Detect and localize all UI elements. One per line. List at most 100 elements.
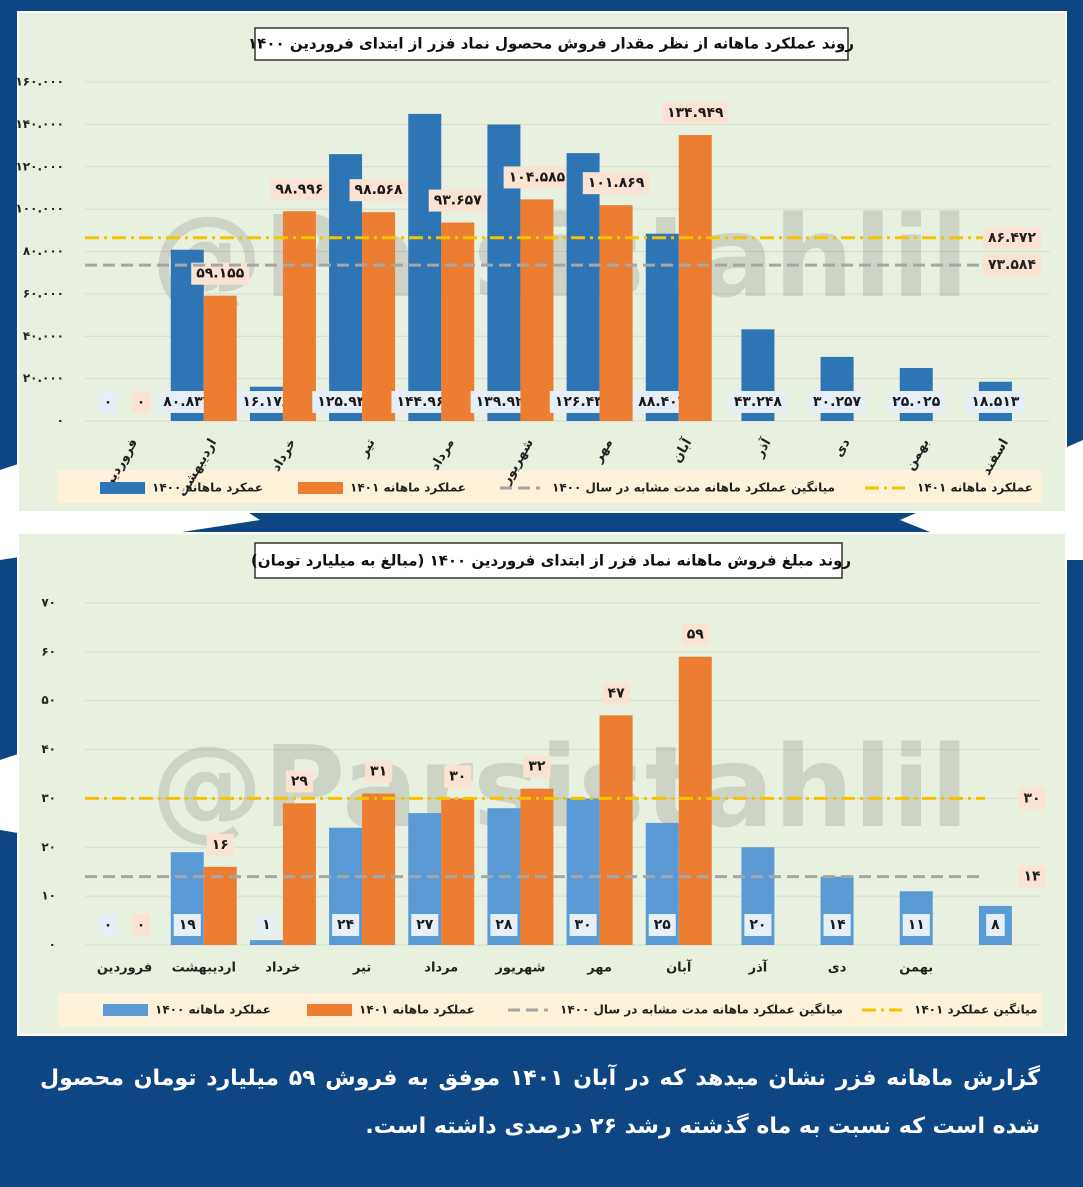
data-label-bg (131, 914, 151, 936)
y-tick-label: ۱۴۰.۰۰۰ (15, 117, 64, 131)
data-label: ۴۷ (608, 685, 626, 701)
data-label: ۹۸.۵۶۸ (355, 182, 403, 198)
legend-label: عمکرد ماهانه ۱۴۰۰ (152, 481, 263, 495)
data-label-bg (902, 914, 930, 936)
y-tick-label: ۲۰.۰۰۰ (23, 371, 64, 385)
legend-swatch (103, 1004, 148, 1016)
data-label-bg (648, 914, 676, 936)
legend-box (58, 993, 1042, 1027)
data-label-bg (444, 765, 472, 788)
y-tick-label: ۱۰ (41, 889, 56, 903)
x-tick-label: بهمن (899, 961, 933, 976)
bar (203, 295, 237, 421)
y-tick-label: ۶۰.۰۰۰ (23, 286, 64, 300)
legend-swatch (307, 1004, 352, 1016)
data-label: ۱۶ (212, 837, 229, 853)
reference-label-bg (982, 226, 1042, 249)
bar (362, 212, 396, 421)
x-tick-label: تیر (352, 961, 371, 976)
data-label-bg (808, 391, 867, 413)
data-label: ۰ (104, 917, 113, 933)
legend-label: عملکرد ماهانه ۱۴۰۱ (917, 481, 1033, 495)
data-label-bg (349, 179, 408, 202)
data-label-bg (285, 770, 313, 793)
data-label-bg (158, 391, 217, 413)
chart-title: روند مبلغ فروش ماهانه نماد فزر از ابتدای… (251, 552, 851, 570)
data-label: ۱۰۴.۵۸۵ (509, 169, 566, 185)
data-label-bg (332, 914, 360, 936)
bar (599, 715, 633, 945)
data-label: ۳۰ (575, 917, 592, 933)
y-tick-label: ۴۰ (41, 742, 56, 756)
legend-label: عملکرد ماهانه ۱۴۰۰ (155, 1003, 271, 1017)
y-tick-label: ۴۰.۰۰۰ (23, 329, 64, 343)
data-label: ۱ (262, 917, 271, 933)
data-label: ۴۳.۲۴۸ (734, 394, 782, 410)
bar (249, 940, 283, 945)
data-label-bg (131, 391, 151, 413)
data-label: ۹۳.۶۵۷ (434, 193, 482, 209)
x-tick-label: مهر (586, 961, 612, 976)
data-label-bg (966, 391, 1025, 413)
data-label-bg (411, 914, 439, 936)
data-label: ۱۰۱.۸۶۹ (588, 175, 645, 191)
data-label: ۵۹.۱۵۵ (196, 266, 244, 282)
y-tick-label: ۱۶۰.۰۰۰ (15, 75, 64, 89)
bar (678, 656, 712, 945)
data-label: ۱۳۴.۹۴۹ (667, 105, 724, 121)
data-label: ۱۹ (179, 917, 197, 933)
bar (282, 803, 316, 945)
data-label-bg (582, 172, 650, 195)
bar (362, 793, 396, 945)
y-tick-label: ۶۰ (41, 644, 56, 658)
data-label: ۵۹ (687, 627, 705, 643)
data-label: ۲۵ (654, 917, 672, 933)
y-tick-label: ۳۰ (41, 791, 56, 805)
y-tick-label: ۰ (49, 938, 56, 952)
x-tick-label: دی (828, 961, 847, 976)
bar (520, 199, 554, 421)
data-label-bg (823, 914, 851, 936)
x-tick-label: مرداد (424, 961, 458, 976)
legend-label: عملکرد ماهانه ۱۴۰۱ (359, 1003, 475, 1017)
data-label: ۳۰ (449, 768, 466, 784)
data-label-bg (98, 914, 118, 936)
data-label: ۰ (104, 394, 113, 410)
data-label: ۱۴۴.۹۶۱ (396, 394, 453, 410)
x-tick-label: اردیبهشت (172, 961, 236, 976)
data-label-bg (490, 914, 518, 936)
data-label: ۸۰.۸۳۲ (163, 394, 211, 410)
y-tick-label: ۸۰.۰۰۰ (23, 244, 64, 258)
legend-swatch (298, 482, 343, 494)
x-tick-label: فروردین (97, 961, 152, 976)
data-label: ۰ (137, 394, 146, 410)
data-label-bg (98, 391, 118, 413)
x-tick-label: خرداد (265, 961, 300, 976)
data-label-bg (365, 760, 393, 783)
data-label-bg (633, 391, 692, 413)
data-label: ۸۸.۴۰۳ (638, 394, 686, 410)
data-label: ۲۸ (495, 917, 513, 933)
data-label-bg (206, 833, 234, 856)
data-label-bg (173, 914, 201, 936)
legend-label: عملکرد ماهانه ۱۴۰۱ (350, 481, 466, 495)
bar (441, 222, 475, 421)
data-label-bg (257, 914, 276, 936)
reference-label-bg (1018, 865, 1046, 888)
data-label-bg (986, 914, 1005, 936)
data-label-bg (602, 682, 630, 705)
x-tick-label: آذر (748, 959, 768, 976)
panel (17, 532, 1067, 1036)
data-label: ۱۳۹.۹۲۱ (476, 394, 533, 410)
bar (408, 113, 442, 421)
data-label: ۱۶.۱۷۸ (242, 394, 290, 410)
data-label: ۱۸.۵۱۳ (971, 394, 1019, 410)
y-tick-label: ۵۰ (41, 693, 56, 707)
bar (282, 211, 316, 421)
bar (678, 135, 712, 421)
legend-swatch (100, 482, 145, 494)
data-label-bg (661, 102, 729, 125)
y-tick-label: ۰ (57, 414, 64, 428)
